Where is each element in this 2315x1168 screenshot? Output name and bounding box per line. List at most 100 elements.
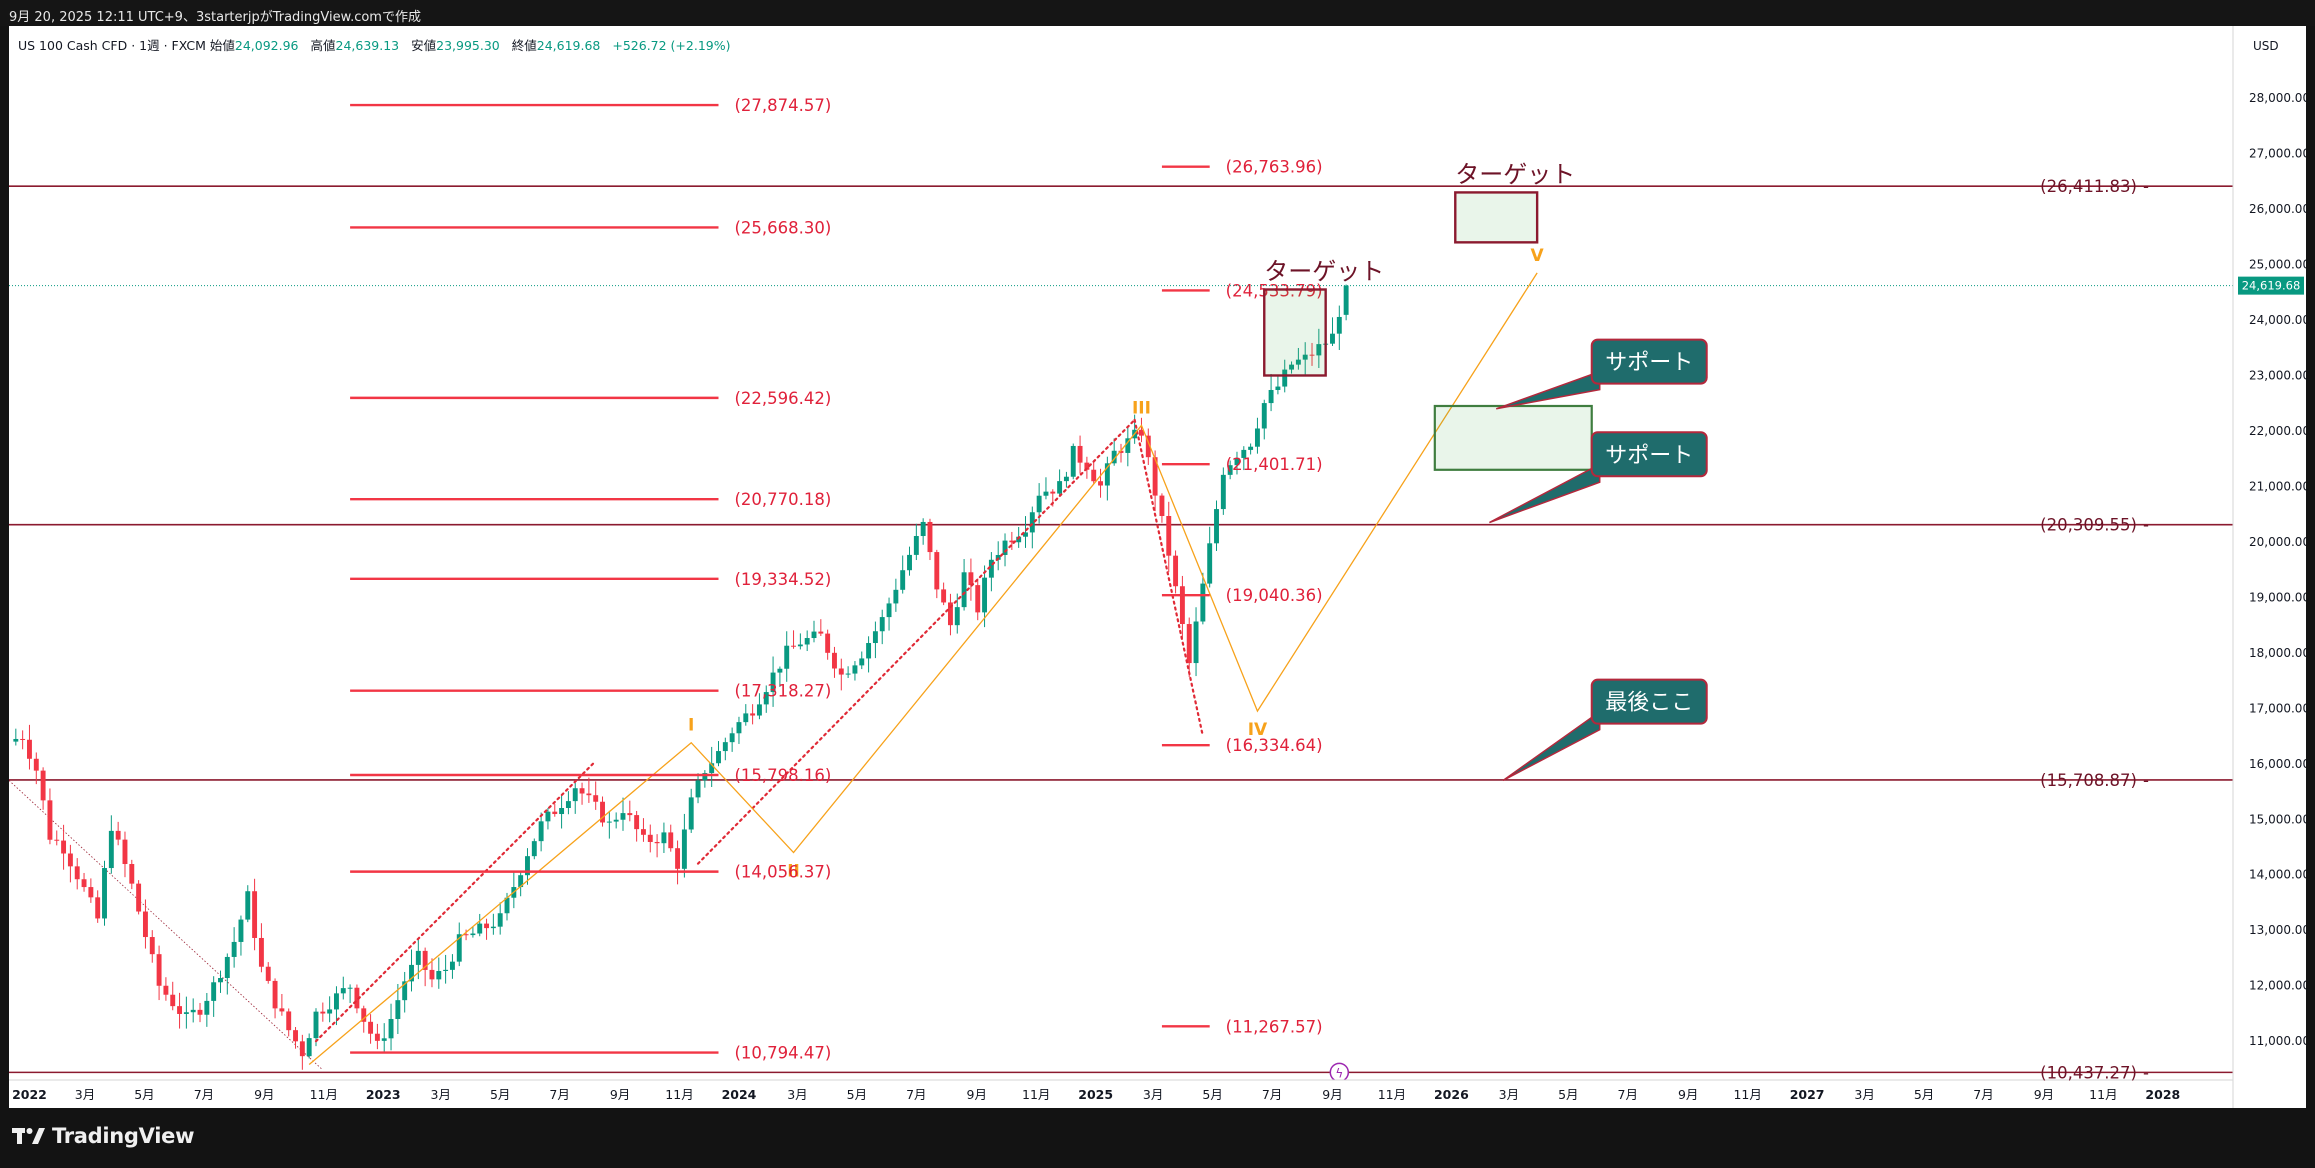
candle-body	[484, 923, 490, 929]
candle-body	[756, 704, 762, 716]
candle-body	[299, 1041, 305, 1057]
candle-body	[497, 913, 503, 927]
fib-level-label: (10,794.47)	[734, 1044, 831, 1063]
target-label: ターゲット	[1455, 160, 1575, 188]
time-tick-label: 2022	[12, 1087, 47, 1102]
price-tick-label: 16,000.00	[2249, 757, 2306, 771]
candle-body	[1043, 491, 1049, 496]
time-tick-label: 2028	[2145, 1087, 2180, 1102]
candle-body	[1302, 354, 1308, 360]
candle-body	[927, 521, 933, 553]
candle-body	[688, 797, 694, 830]
candle-body	[1316, 344, 1322, 356]
candle-body	[1343, 285, 1349, 315]
candle-body	[634, 815, 640, 830]
fib-level-label: (25,668.30)	[734, 218, 831, 237]
candle-body	[593, 795, 599, 802]
candle-body	[1125, 438, 1131, 453]
candle-body	[429, 969, 435, 980]
candle-body	[1002, 540, 1008, 555]
price-tick-label: 21,000.00	[2249, 479, 2306, 493]
candle-body	[743, 713, 749, 723]
candle-body	[1009, 540, 1015, 543]
fib-level-label: (19,334.52)	[734, 570, 831, 589]
price-tick-label: 27,000.00	[2249, 147, 2306, 161]
level-value-label: (26,411.83)	[2040, 177, 2137, 196]
candle-body	[763, 692, 769, 705]
high-value: 24,639.13	[335, 38, 400, 53]
fib-level-label: (11,267.57)	[1226, 1017, 1323, 1036]
time-tick-label: 5月	[134, 1087, 154, 1102]
time-tick-label: 11月	[1378, 1087, 1406, 1102]
low-value: 23,995.30	[436, 38, 500, 53]
time-tick-label: 5月	[490, 1087, 510, 1102]
candle-body	[183, 1012, 189, 1014]
candle-body	[627, 813, 633, 816]
candle-body	[1179, 586, 1185, 625]
candle-body	[982, 577, 988, 613]
chart-panel[interactable]: I II III IV V (27,874.57) (25,668.30) (22,596.4…	[9, 26, 2306, 1108]
candle-body	[716, 751, 721, 764]
trend-line	[9, 780, 324, 1071]
price-tick-label: 26,000.00	[2249, 202, 2306, 216]
candle-body	[1104, 463, 1110, 486]
candle-body	[586, 793, 592, 796]
candle-body	[1016, 536, 1022, 543]
callout-pointer	[1495, 370, 1601, 410]
candle-body	[1336, 316, 1342, 334]
symbol-name: US 100 Cash CFD · 1週 · FXCM	[18, 38, 206, 53]
time-tick-label: 2024	[722, 1087, 757, 1102]
time-tick-label: 7月	[1618, 1087, 1638, 1102]
fib-level-label: (14,056.37)	[734, 863, 831, 882]
fib-level-label: (24,533.79)	[1226, 281, 1323, 300]
level-value-label-dash: -	[2143, 516, 2149, 535]
price-chart[interactable]: IIIIIIIVV(27,874.57)(25,668.30)(22,596.4…	[9, 26, 2306, 1108]
candle-body	[1275, 386, 1281, 390]
fib-level-label: (15,798.16)	[734, 766, 831, 785]
candle-body	[395, 1000, 401, 1019]
candle-body	[1268, 389, 1274, 404]
candle-body	[818, 631, 824, 634]
candle-body	[142, 911, 148, 938]
fib-level-label: (17,318.27)	[734, 682, 831, 701]
candle-body	[518, 875, 524, 888]
candle-body	[947, 602, 953, 626]
price-tick-label: 22,000.00	[2249, 424, 2306, 438]
candle-body	[504, 897, 510, 914]
candle-body	[954, 607, 960, 626]
candle-body	[770, 672, 776, 693]
candle-body	[258, 937, 264, 967]
candle-body	[122, 839, 128, 865]
candle-body	[1309, 354, 1315, 356]
time-tick-label: 2026	[1434, 1087, 1469, 1102]
tradingview-logo[interactable]: TradingView	[12, 1124, 194, 1148]
last-price-value: 24,619.68	[2242, 279, 2301, 293]
price-tick-label: 14,000.00	[2249, 868, 2306, 882]
bottom-bar: TradingView	[0, 1108, 2315, 1168]
candle-body	[1220, 474, 1226, 510]
candle-body	[545, 811, 551, 822]
price-tick-label: 18,000.00	[2249, 646, 2306, 660]
candle-body	[286, 1011, 292, 1031]
candle-body	[231, 941, 237, 957]
candle-body	[1261, 403, 1267, 429]
candle-body	[490, 926, 496, 929]
level-value-label-dash: -	[2143, 1063, 2149, 1082]
candle-body	[866, 643, 872, 659]
candle-body	[1214, 509, 1219, 544]
price-tick-label: 15,000.00	[2249, 812, 2306, 826]
time-tick-label: 7月	[1262, 1087, 1282, 1102]
candle-body	[245, 891, 251, 920]
candle-body	[238, 919, 244, 942]
candle-body	[47, 800, 53, 840]
candle-body	[886, 603, 892, 618]
candle-body	[218, 978, 223, 983]
candle-body	[163, 985, 169, 995]
time-tick-label: 9月	[610, 1087, 630, 1102]
callout-box	[1590, 431, 1708, 478]
candle-body	[1330, 333, 1335, 344]
candle-body	[320, 1011, 326, 1014]
candle-body	[1029, 512, 1035, 533]
callout-label: 最後ここ	[1605, 691, 1693, 716]
candle-body	[190, 1009, 196, 1013]
